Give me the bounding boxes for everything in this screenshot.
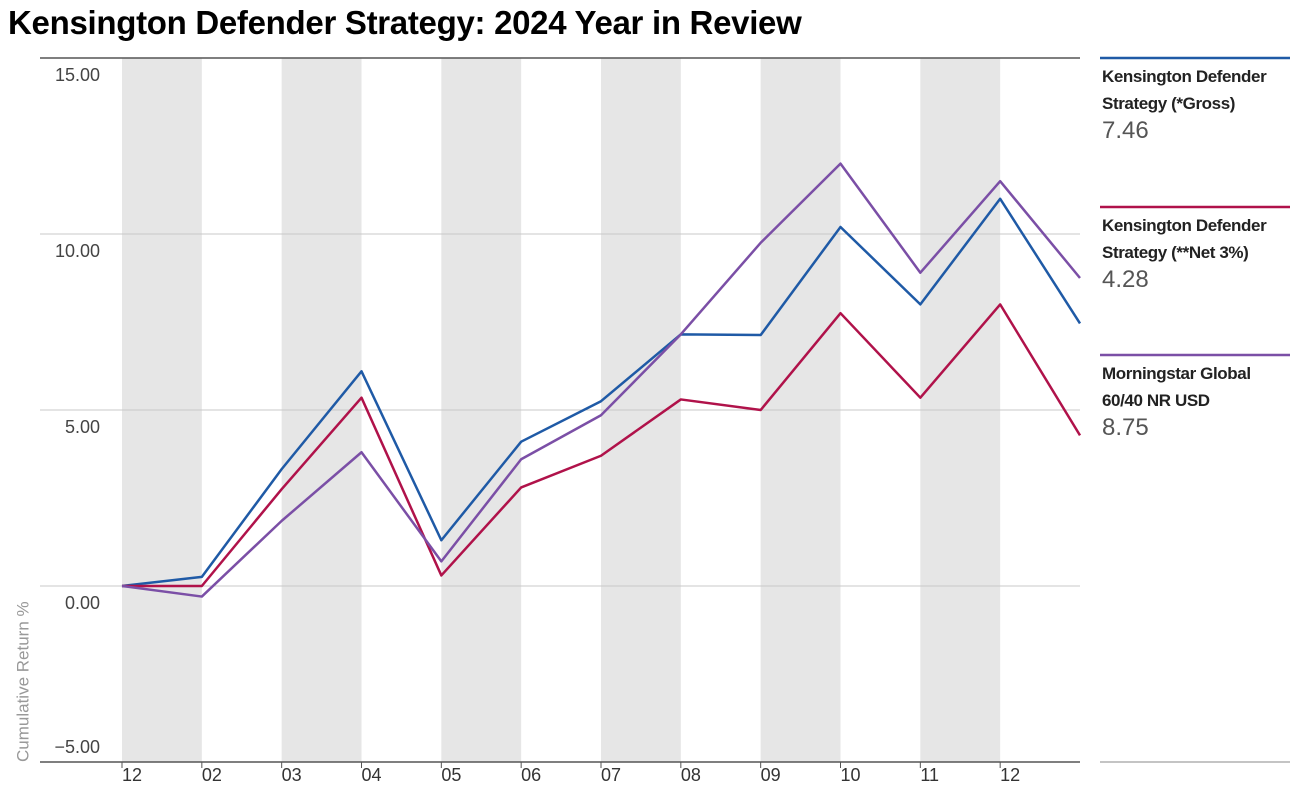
y-tick-label: 10.00 (55, 241, 100, 261)
series-line (122, 303, 1082, 588)
y-tick-label: 15.00 (55, 65, 100, 85)
legend-entry: Kensington Defender Strategy (**Net 3%) 4… (1102, 212, 1292, 294)
y-tick-label: 5.00 (65, 417, 100, 437)
series-line (121, 197, 1082, 588)
x-tick-label: 03 (282, 765, 302, 785)
x-tick-label: 09 (761, 765, 781, 785)
y-tick-label: −5.00 (54, 737, 100, 757)
x-tick-label: 02 (202, 765, 222, 785)
legend-value: 7.46 (1102, 117, 1149, 144)
legend-label: Kensington Defender Strategy (**Net 3%) (1102, 216, 1267, 262)
legend-entry: Kensington Defender Strategy (*Gross) 7.4… (1102, 63, 1292, 145)
x-tick-label: 12 (122, 765, 142, 785)
x-tick-label: 08 (681, 765, 701, 785)
legend-entry: Morningstar Global 60/40 NR USD 8.75 (1102, 360, 1292, 442)
chart-title: Kensington Defender Strategy: 2024 Year … (8, 4, 802, 41)
x-tick-label: 04 (362, 765, 382, 785)
y-tick-label: 0.00 (65, 593, 100, 613)
x-tick-label: 05 (441, 765, 461, 785)
legend-value: 8.75 (1102, 414, 1149, 441)
x-tick-label: 10 (841, 765, 861, 785)
series-line (121, 162, 1081, 598)
x-tick-label: 11 (920, 765, 939, 785)
legend-value: 4.28 (1102, 266, 1149, 293)
legend-label: Morningstar Global 60/40 NR USD (1102, 364, 1251, 410)
legend-label: Kensington Defender Strategy (*Gross) (1102, 67, 1267, 113)
x-tick-label: 06 (521, 765, 541, 785)
x-tick-label: 12 (1000, 765, 1020, 785)
x-tick-label: 07 (601, 765, 621, 785)
y-axis-label: Cumulative Return % (13, 601, 32, 762)
